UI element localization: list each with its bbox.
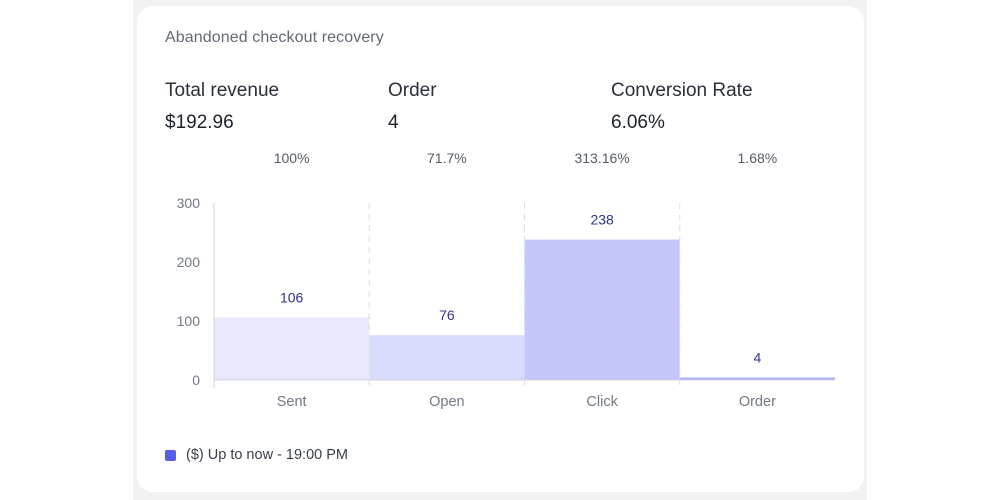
metric-value: $192.96 <box>165 112 234 133</box>
y-tick-label: 100 <box>177 313 201 329</box>
metric-label: Conversion Rate <box>611 80 753 101</box>
data-label: 76 <box>439 307 455 323</box>
chart-legend: ($) Up to now - 19:00 PM <box>165 447 348 463</box>
metric-order: Order 4 <box>388 80 437 134</box>
bar-sent <box>214 317 370 380</box>
y-tick-label: 300 <box>177 195 201 211</box>
x-tick-label: Order <box>739 394 776 410</box>
report-card <box>137 6 864 492</box>
bar-open <box>369 335 525 380</box>
bar-order <box>679 377 835 380</box>
step-rate-label: 313.16% <box>574 150 629 166</box>
metric-label: Total revenue <box>165 80 280 101</box>
legend-label: ($) Up to now - 19:00 PM <box>186 447 348 463</box>
step-rate-label: 71.7% <box>427 150 467 166</box>
y-tick-label: 200 <box>177 254 201 270</box>
metric-conversion-rate: Conversion Rate 6.06% <box>611 80 753 134</box>
x-tick-label: Open <box>429 394 464 410</box>
data-label: 238 <box>590 212 614 228</box>
bar-click <box>524 239 680 380</box>
legend-swatch <box>165 449 176 461</box>
x-tick-label: Sent <box>277 394 307 410</box>
data-label: 4 <box>753 350 761 366</box>
metric-value: 4 <box>388 112 399 133</box>
metric-value: 6.06% <box>611 112 665 133</box>
x-tick-label: Click <box>586 394 618 410</box>
metric-total-revenue: Total revenue $192.96 <box>165 80 279 134</box>
step-rate-label: 1.68% <box>738 150 778 166</box>
step-rate-label: 100% <box>274 150 310 166</box>
card-title: Abandoned checkout recovery <box>165 29 384 46</box>
y-tick-label: 0 <box>192 372 200 388</box>
data-label: 106 <box>280 289 304 305</box>
metric-label: Order <box>388 80 437 101</box>
